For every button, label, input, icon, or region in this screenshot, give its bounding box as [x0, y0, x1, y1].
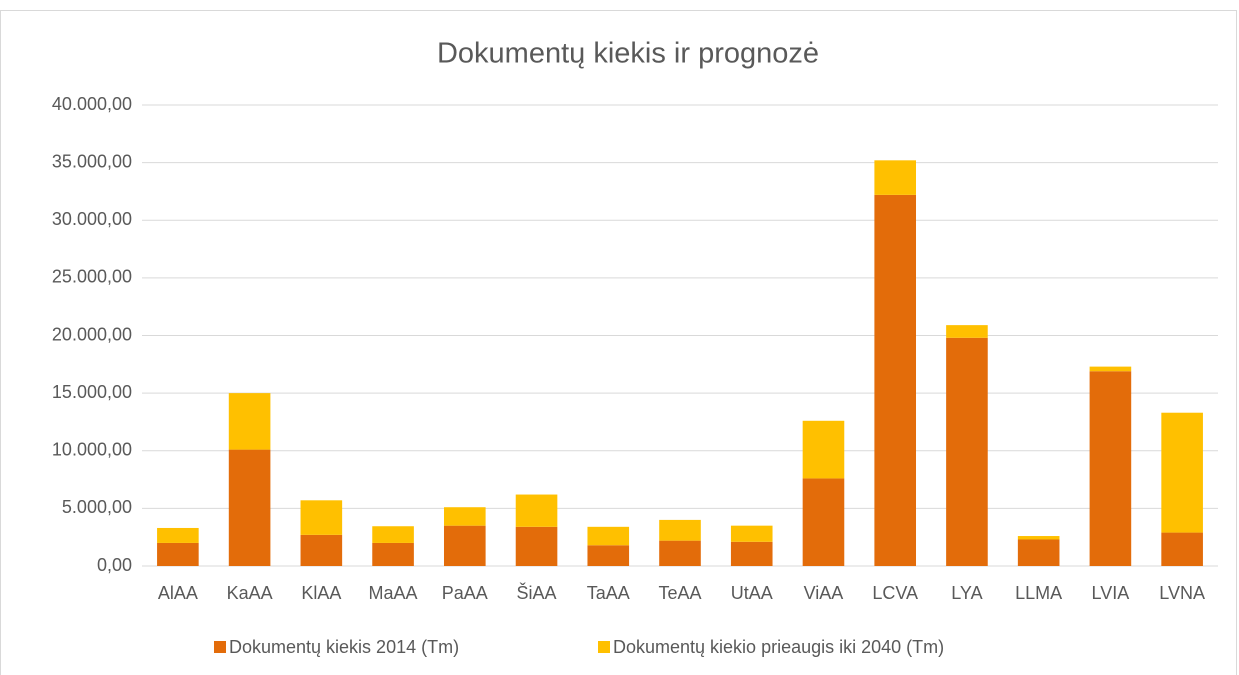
bar-segment: [874, 160, 917, 195]
y-tick-label: 0,00: [97, 555, 132, 575]
legend-swatch: [598, 641, 610, 653]
bar-segment: [228, 393, 271, 450]
bar-segment: [730, 525, 773, 542]
y-tick-label: 15.000,00: [52, 382, 132, 402]
x-tick-label: KlAA: [301, 583, 341, 603]
x-tick-label: LCVA: [872, 583, 918, 603]
x-tick-label: TaAA: [587, 583, 630, 603]
legend-label: Dokumentų kiekis 2014 (Tm): [229, 637, 459, 657]
bar-segment: [802, 478, 845, 566]
x-tick-label: AlAA: [158, 583, 198, 603]
x-tick-label: ŠiAA: [517, 582, 557, 603]
y-tick-label: 10.000,00: [52, 440, 132, 460]
x-tick-label: ViAA: [804, 583, 844, 603]
y-tick-label: 30.000,00: [52, 209, 132, 229]
y-tick-label: 25.000,00: [52, 267, 132, 287]
bar-segment: [157, 527, 199, 543]
bar-segment: [228, 449, 271, 566]
bar-segment: [1017, 539, 1060, 566]
x-tick-label: LVNA: [1159, 583, 1205, 603]
bar-segment: [300, 500, 343, 535]
x-tick-label: LVIA: [1092, 583, 1130, 603]
x-tick-label: KaAA: [227, 583, 273, 603]
y-tick-label: 5.000,00: [62, 497, 132, 517]
bar-segment: [802, 420, 845, 479]
legend-swatch: [214, 641, 226, 653]
x-tick-label: TeAA: [658, 583, 701, 603]
x-tick-label: LYA: [951, 583, 982, 603]
bar-segment: [372, 542, 414, 566]
x-tick-label: MaAA: [369, 583, 418, 603]
bar-segment: [443, 525, 486, 566]
bar-segment: [443, 507, 486, 526]
y-tick-label: 20.000,00: [52, 324, 132, 344]
bar-segment: [1089, 371, 1132, 566]
y-tick-label: 35.000,00: [52, 151, 132, 171]
bar-segment: [946, 325, 988, 338]
chart-border: [0, 10, 1237, 675]
legend-label: Dokumentų kiekio prieaugis iki 2040 (Tm): [613, 637, 944, 657]
bar-segment: [587, 526, 630, 546]
bar-segment: [1161, 532, 1203, 566]
bar-segment: [874, 194, 917, 566]
bar-segment: [946, 337, 988, 566]
bar-segment: [300, 534, 343, 566]
bar-segment: [587, 545, 630, 566]
bar-segment: [1089, 366, 1132, 372]
bar-segment: [659, 540, 701, 566]
bar-segment: [515, 494, 558, 527]
bar-segment: [515, 526, 558, 566]
y-tick-label: 40.000,00: [52, 94, 132, 114]
chart-title: Dokumentų kiekis ir prognozė: [437, 38, 819, 70]
bar-segment: [1161, 412, 1203, 533]
bar-segment: [730, 541, 773, 566]
bar-segment: [659, 519, 701, 541]
bar-segment: [157, 542, 199, 566]
x-tick-label: LLMA: [1015, 583, 1062, 603]
x-tick-label: UtAA: [731, 583, 773, 603]
x-tick-label: PaAA: [442, 583, 488, 603]
bar-segment: [372, 526, 414, 543]
bar-segment: [1017, 536, 1060, 540]
